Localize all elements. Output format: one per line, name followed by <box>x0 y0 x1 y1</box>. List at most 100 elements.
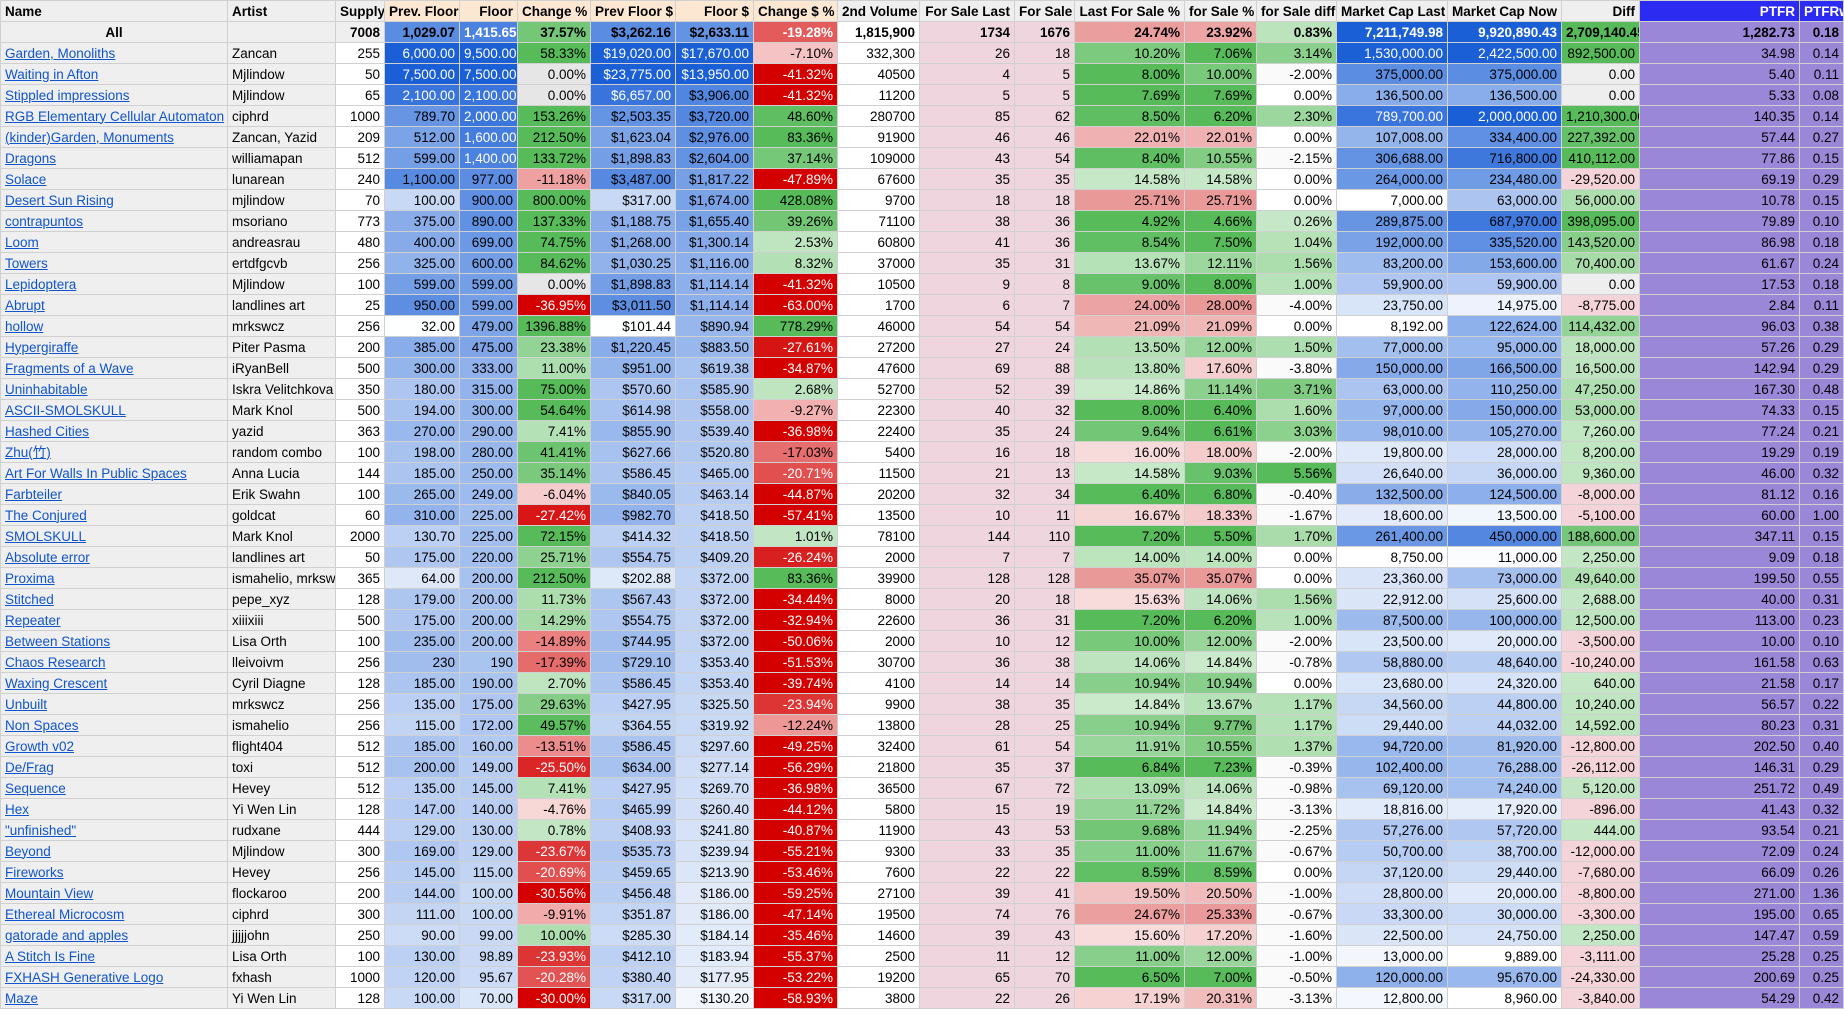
cell: -2.00% <box>1256 63 1337 85</box>
cell: 66.09 <box>1639 861 1800 883</box>
cell: -3.80% <box>1256 357 1337 379</box>
collection-link[interactable]: Waiting in Afton <box>5 66 99 82</box>
cell: -41.32% <box>753 63 838 85</box>
collection-link[interactable]: Fireworks <box>5 864 64 880</box>
collection-link[interactable]: Fragments of a Wave <box>5 360 134 376</box>
collection-link[interactable]: Uninhabitable <box>5 381 88 397</box>
cell: $184.14 <box>675 924 754 946</box>
cell: 9.09 <box>1639 546 1800 568</box>
cell: 199.50 <box>1639 567 1800 589</box>
cell: 9.77% <box>1184 714 1257 736</box>
cell: A Stitch Is Fine <box>0 945 228 967</box>
collection-link[interactable]: Solace <box>5 171 47 187</box>
collection-link[interactable]: Hex <box>5 801 30 817</box>
collection-link[interactable]: Lepidoptera <box>5 276 77 292</box>
collection-link[interactable]: Chaos Research <box>5 654 106 670</box>
cell: 198.00 <box>384 441 460 463</box>
cell: 36 <box>1014 210 1075 232</box>
cell: 385.00 <box>384 336 460 358</box>
cell: 1.17% <box>1256 693 1337 715</box>
cell: $586.45 <box>590 462 676 484</box>
cell: 8.59% <box>1184 861 1257 883</box>
cell: Towers <box>0 252 228 274</box>
cell: Garden, Monoliths <box>0 42 228 64</box>
cell: $285.30 <box>590 924 676 946</box>
cell: 25.71% <box>1074 189 1185 211</box>
cell: 10 <box>919 504 1015 526</box>
collection-link[interactable]: Non Spaces <box>5 717 79 733</box>
cell: 167.30 <box>1639 378 1800 400</box>
collection-link[interactable]: Abrupt <box>5 297 45 313</box>
cell: 46000 <box>837 315 920 337</box>
collection-link[interactable]: "unfinished" <box>5 822 77 838</box>
collection-link[interactable]: Between Stations <box>5 633 111 649</box>
cell: $351.87 <box>590 903 676 925</box>
collection-link[interactable]: Sequence <box>5 780 66 796</box>
collection-link[interactable]: Ethereal Microcosm <box>5 906 125 922</box>
cell: -8,775.00 <box>1561 294 1640 316</box>
cell: -19.28% <box>753 21 838 43</box>
collection-link[interactable]: Dragons <box>5 150 57 166</box>
cell: -32.94% <box>753 609 838 631</box>
collection-link[interactable]: gatorade and apples <box>5 927 129 943</box>
data-row: Waxing Crescent Cyril Diagne 128 185.00 190.… <box>0 672 1844 694</box>
cell: 0.22 <box>1799 693 1844 715</box>
cell: 161.58 <box>1639 651 1800 673</box>
collection-link[interactable]: Zhu(竹) <box>5 444 51 460</box>
cell: $883.50 <box>675 336 754 358</box>
collection-link[interactable]: Unbuilt <box>5 696 48 712</box>
collection-link[interactable]: The Conjured <box>5 507 87 523</box>
cell: $23,775.00 <box>590 63 676 85</box>
cell: 10 <box>919 630 1015 652</box>
collection-link[interactable]: Absolute error <box>5 549 90 565</box>
collection-link[interactable]: Art For Walls In Public Spaces <box>5 465 187 481</box>
cell: 18 <box>1014 441 1075 463</box>
collection-link[interactable]: Hashed Cities <box>5 423 90 439</box>
cell: 410,112.00 <box>1561 147 1640 169</box>
collection-link[interactable]: FXHASH Generative Logo <box>5 969 164 985</box>
collection-link[interactable]: Stippled impressions <box>5 87 130 103</box>
data-row: FXHASH Generative Logo fxhash 1000 120.00 95… <box>0 966 1844 988</box>
cell: 72.15% <box>517 525 591 547</box>
collection-link[interactable]: hollow <box>5 318 44 334</box>
collection-link[interactable]: Beyond <box>5 843 51 859</box>
cell: 19500 <box>837 903 920 925</box>
collection-link[interactable]: Loom <box>5 234 39 250</box>
cell: 0.26 <box>1799 861 1844 883</box>
cell: 22600 <box>837 609 920 631</box>
cell: 220.00 <box>459 546 518 568</box>
collection-link[interactable]: (kinder)Garden, Monuments <box>5 129 174 145</box>
cell: 128 <box>335 588 385 610</box>
cell: 14.84% <box>1074 693 1185 715</box>
collection-link[interactable]: De/Frag <box>5 759 54 775</box>
collection-link[interactable]: Desert Sun Rising <box>5 192 114 208</box>
cell: 0.14 <box>1799 42 1844 64</box>
cell: Anna Lucia <box>227 462 336 484</box>
collection-link[interactable]: Maze <box>5 990 39 1006</box>
collection-link[interactable]: Hypergiraffe <box>5 339 79 355</box>
collection-link[interactable]: Garden, Monoliths <box>5 45 116 61</box>
collection-link[interactable]: Mountain View <box>5 885 94 901</box>
cell: 22.01% <box>1074 126 1185 148</box>
collection-link[interactable]: SMOLSKULL <box>5 528 87 544</box>
collection-link[interactable]: Farbteiler <box>5 486 63 502</box>
collection-link[interactable]: Towers <box>5 255 48 271</box>
collection-link[interactable]: contrapuntos <box>5 213 84 229</box>
cell: $2,604.00 <box>675 147 754 169</box>
collection-link[interactable]: Waxing Crescent <box>5 675 108 691</box>
cell: 1000 <box>335 105 385 127</box>
collection-link[interactable]: RGB Elementary Cellular Automaton <box>5 108 225 124</box>
collection-link[interactable]: Stitched <box>5 591 54 607</box>
cell: 77.86 <box>1639 147 1800 169</box>
collection-link[interactable]: A Stitch Is Fine <box>5 948 96 964</box>
cell: 4100 <box>837 672 920 694</box>
collection-link[interactable]: Proxima <box>5 570 55 586</box>
cell: 9300 <box>837 840 920 862</box>
collection-link[interactable]: Growth v02 <box>5 738 75 754</box>
collection-link[interactable]: ASCII-SMOLSKULL <box>5 402 126 418</box>
collection-link[interactable]: Repeater <box>5 612 61 628</box>
cell: 5400 <box>837 441 920 463</box>
cell: iRyanBell <box>227 357 336 379</box>
cell: 22,912.00 <box>1336 588 1448 610</box>
cell: -8,000.00 <box>1561 483 1640 505</box>
